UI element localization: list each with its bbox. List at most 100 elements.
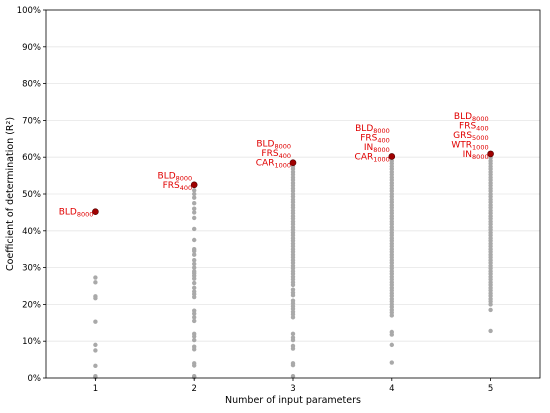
annotation-label: BLD8000 bbox=[158, 171, 193, 182]
variable-name: BLD bbox=[158, 171, 176, 181]
data-point bbox=[192, 252, 197, 257]
data-point bbox=[192, 226, 197, 232]
variable-subscript: 5000 bbox=[472, 134, 489, 142]
variable-subscript: 400 bbox=[476, 124, 488, 132]
data-point bbox=[192, 337, 197, 343]
best-points bbox=[92, 150, 494, 215]
annotation-label: WTR1000 bbox=[451, 140, 488, 151]
y-tick-label: 60% bbox=[22, 153, 41, 163]
annotation-label: GRS5000 bbox=[453, 131, 489, 142]
data-point bbox=[192, 237, 197, 243]
x-tick-label: 4 bbox=[389, 384, 394, 394]
best-point bbox=[92, 208, 99, 215]
data-point bbox=[192, 308, 197, 313]
best-point bbox=[487, 150, 494, 158]
variable-name: WTR bbox=[451, 140, 472, 150]
annotation-label: FRS400 bbox=[360, 133, 390, 144]
annotation-label: IN8000 bbox=[364, 143, 390, 154]
variable-subscript: 1000 bbox=[472, 143, 489, 151]
variable-subscript: 400 bbox=[180, 184, 192, 192]
data-point bbox=[290, 373, 296, 379]
data-point bbox=[192, 210, 197, 215]
variable-subscript: 8000 bbox=[373, 146, 390, 154]
y-axis-ticks: 0% 10% 20% 30% 40% 50% 60% 70% 80% 90% 100% bbox=[17, 6, 46, 384]
data-point bbox=[192, 191, 197, 197]
data-point bbox=[290, 298, 296, 303]
variable-subscript: 8000 bbox=[274, 143, 291, 151]
data-point bbox=[192, 201, 197, 206]
variable-name: GRS bbox=[453, 131, 472, 141]
annotation-label: BLD8000 bbox=[454, 112, 489, 123]
data-point bbox=[192, 215, 197, 221]
variable-subscript: 8000 bbox=[472, 115, 489, 123]
data-point bbox=[290, 343, 296, 349]
y-tick-label: 80% bbox=[22, 80, 41, 90]
data-point bbox=[192, 195, 197, 200]
data-point bbox=[192, 373, 197, 379]
data-point bbox=[192, 318, 197, 324]
data-point bbox=[192, 258, 197, 263]
data-point bbox=[93, 319, 98, 324]
data-point bbox=[93, 348, 98, 353]
data-point bbox=[290, 335, 296, 340]
x-tick-label: 2 bbox=[191, 384, 196, 394]
data-point bbox=[192, 265, 197, 270]
annotation-label: FRS400 bbox=[459, 121, 489, 132]
data-point bbox=[192, 331, 197, 337]
x-axis-ticks: 1 2 3 4 5 bbox=[93, 378, 493, 394]
data-point bbox=[192, 261, 197, 267]
data-point bbox=[192, 285, 197, 291]
annotation-label: FRS400 bbox=[261, 149, 291, 160]
variable-name: FRS bbox=[459, 121, 476, 131]
variable-name: IN bbox=[364, 143, 373, 153]
data-point bbox=[290, 361, 296, 366]
data-point bbox=[192, 247, 197, 252]
y-tick-label: 30% bbox=[22, 264, 41, 274]
variable-subscript: 8000 bbox=[176, 174, 193, 182]
variable-name: FRS bbox=[163, 181, 180, 191]
data-point bbox=[192, 269, 197, 274]
data-point bbox=[488, 307, 493, 313]
best-point bbox=[190, 181, 198, 189]
x-tick-label: 3 bbox=[290, 384, 295, 394]
annotation-label: FRS400 bbox=[163, 181, 193, 192]
y-tick-label: 10% bbox=[22, 337, 41, 347]
y-tick-label: 40% bbox=[22, 227, 41, 237]
variable-name: BLD bbox=[59, 208, 77, 218]
variable-name: CAR bbox=[256, 159, 275, 169]
data-point bbox=[488, 328, 493, 334]
annotation-label: CAR1000 bbox=[355, 152, 390, 163]
variable-subscript: 8000 bbox=[77, 211, 94, 219]
best-annotations: BLD8000BLD8000FRS400BLD8000FRS400CAR1000… bbox=[59, 112, 489, 219]
variable-subscript: 1000 bbox=[373, 155, 390, 163]
data-point bbox=[192, 361, 197, 366]
variable-subscript: 400 bbox=[279, 152, 291, 160]
x-tick-label: 1 bbox=[93, 384, 98, 394]
variable-name: IN bbox=[463, 150, 472, 160]
data-point bbox=[192, 280, 197, 286]
best-point bbox=[289, 159, 297, 167]
data-point bbox=[93, 342, 98, 348]
variable-subscript: 8000 bbox=[373, 127, 390, 135]
data-point bbox=[290, 287, 296, 292]
variable-name: BLD bbox=[256, 140, 274, 150]
data-point bbox=[192, 206, 197, 211]
variable-name: FRS bbox=[360, 133, 377, 143]
x-tick-label: 5 bbox=[488, 384, 493, 394]
y-tick-label: 20% bbox=[22, 300, 41, 310]
data-point bbox=[389, 158, 394, 164]
x-axis-label: Number of input parameters bbox=[225, 395, 361, 406]
variable-name: FRS bbox=[261, 149, 278, 159]
y-axis-label: Coefficient of determination (R²) bbox=[5, 117, 16, 271]
variable-subscript: 400 bbox=[377, 136, 389, 144]
variable-name: CAR bbox=[355, 152, 374, 162]
variable-subscript: 8000 bbox=[472, 153, 489, 161]
y-tick-label: 90% bbox=[22, 43, 41, 53]
y-tick-label: 0% bbox=[28, 374, 42, 384]
data-point bbox=[389, 342, 394, 348]
annotation-label: BLD8000 bbox=[59, 208, 94, 219]
data-point bbox=[93, 373, 98, 379]
variable-subscript: 1000 bbox=[274, 162, 291, 170]
data-point bbox=[93, 294, 98, 299]
data-point bbox=[192, 289, 197, 294]
